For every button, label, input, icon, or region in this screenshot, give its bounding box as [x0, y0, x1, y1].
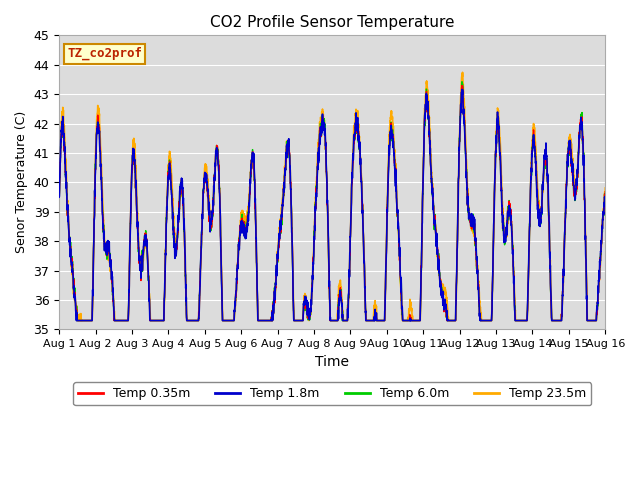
Title: CO2 Profile Sensor Temperature: CO2 Profile Sensor Temperature	[210, 15, 454, 30]
Line: Temp 23.5m: Temp 23.5m	[59, 72, 605, 321]
Line: Temp 1.8m: Temp 1.8m	[59, 89, 605, 321]
Temp 23.5m	[118, 318, 125, 324]
Temp 1.8m	[118, 318, 125, 324]
Temp 6.0m	[150, 318, 158, 324]
Temp 0.35m	[265, 318, 273, 324]
Temp 23.5m	[265, 318, 273, 324]
Temp 0.35m	[458, 83, 466, 88]
Temp 0.35m	[55, 191, 63, 196]
Temp 1.8m	[265, 318, 273, 324]
Temp 6.0m	[55, 193, 63, 199]
Temp 6.0m	[532, 173, 540, 179]
Temp 23.5m	[55, 192, 63, 198]
Line: Temp 0.35m: Temp 0.35m	[59, 85, 605, 321]
Temp 0.35m	[289, 245, 296, 251]
Temp 23.5m	[532, 154, 540, 160]
Temp 1.8m	[591, 318, 599, 324]
Temp 0.35m	[602, 189, 609, 195]
Temp 0.35m	[532, 170, 540, 176]
Temp 23.5m	[459, 70, 467, 75]
Temp 6.0m	[458, 79, 466, 84]
Temp 23.5m	[591, 318, 599, 324]
Temp 1.8m	[72, 318, 80, 324]
Temp 0.35m	[150, 318, 158, 324]
Temp 6.0m	[73, 318, 81, 324]
Temp 0.35m	[591, 318, 599, 324]
Temp 1.8m	[458, 86, 466, 92]
Temp 6.0m	[602, 191, 609, 197]
Temp 6.0m	[265, 318, 273, 324]
Y-axis label: Senor Temperature (C): Senor Temperature (C)	[15, 111, 28, 253]
Temp 0.35m	[74, 318, 81, 324]
Legend: Temp 0.35m, Temp 1.8m, Temp 6.0m, Temp 23.5m: Temp 0.35m, Temp 1.8m, Temp 6.0m, Temp 2…	[73, 383, 591, 406]
Temp 23.5m	[602, 185, 609, 191]
Text: TZ_co2prof: TZ_co2prof	[67, 47, 142, 60]
Temp 1.8m	[532, 172, 540, 178]
Temp 23.5m	[74, 318, 82, 324]
Line: Temp 6.0m: Temp 6.0m	[59, 82, 605, 321]
Temp 1.8m	[150, 318, 158, 324]
Temp 1.8m	[289, 256, 296, 262]
Temp 23.5m	[150, 318, 158, 324]
Temp 1.8m	[602, 194, 609, 200]
X-axis label: Time: Time	[316, 355, 349, 369]
Temp 23.5m	[289, 249, 296, 255]
Temp 6.0m	[289, 248, 296, 253]
Temp 0.35m	[118, 318, 125, 324]
Temp 6.0m	[118, 318, 125, 324]
Temp 1.8m	[55, 194, 63, 200]
Temp 6.0m	[591, 318, 599, 324]
